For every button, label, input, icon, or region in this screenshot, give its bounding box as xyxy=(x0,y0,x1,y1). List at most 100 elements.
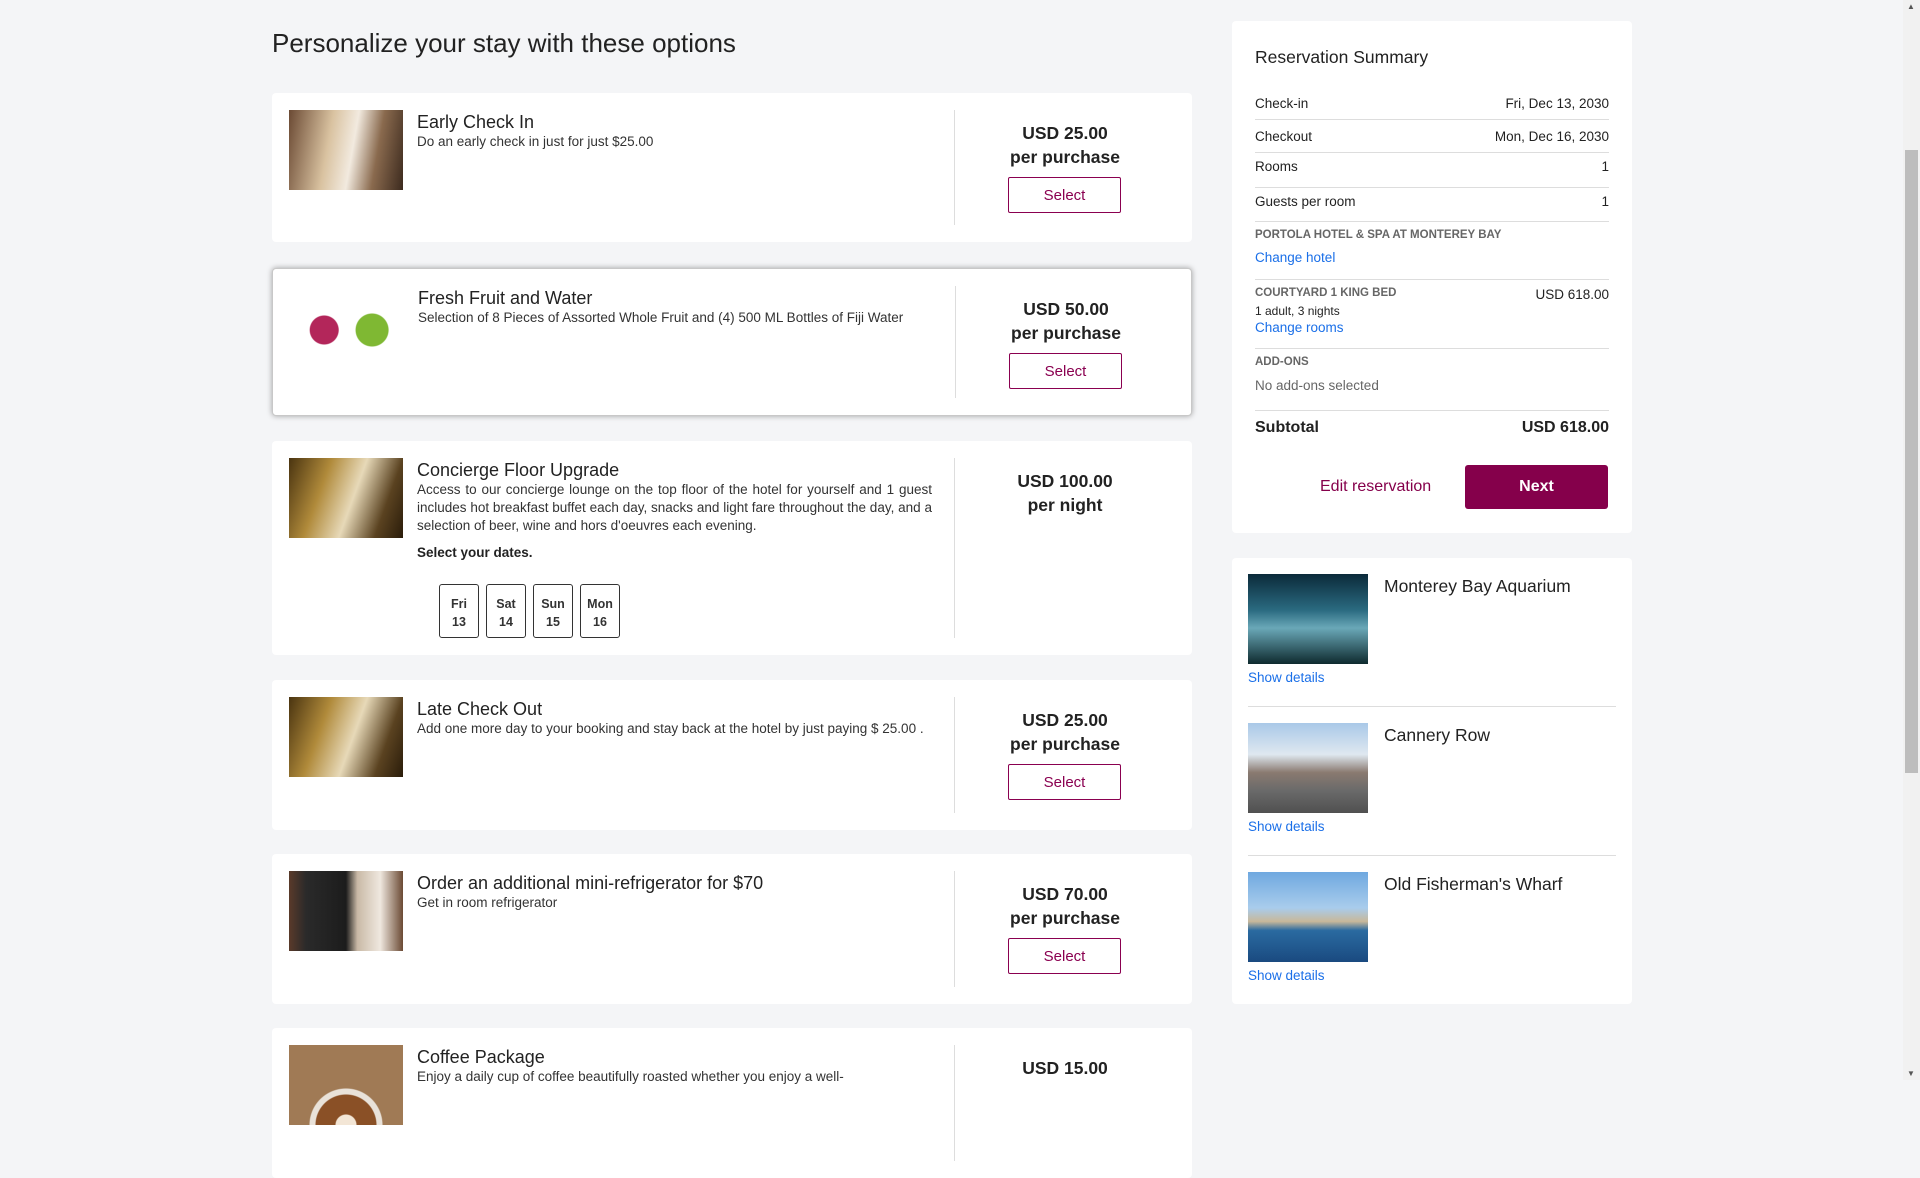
checkout-label: Checkout xyxy=(1255,129,1313,144)
mini-fridge-image xyxy=(289,871,403,951)
addon-description: Selection of 8 Pieces of Assorted Whole … xyxy=(418,310,904,325)
show-details-link[interactable]: Show details xyxy=(1248,968,1325,983)
divider xyxy=(1255,187,1609,188)
addon-price: USD 15.00 xyxy=(955,1056,1175,1080)
scroll-down-icon[interactable]: ▼ xyxy=(1907,1069,1915,1078)
select-button[interactable]: Select xyxy=(1009,353,1122,389)
addon-price: USD 50.00 per purchase xyxy=(956,297,1176,345)
addon-title: Fresh Fruit and Water xyxy=(418,288,593,308)
cannery-row-image xyxy=(1248,723,1368,813)
date-num: 16 xyxy=(593,615,607,629)
rooms-value: 1 xyxy=(1601,159,1609,174)
room-detail: 1 adult, 3 nights xyxy=(1255,304,1340,318)
select-dates-label: Select your dates. xyxy=(417,545,533,560)
date-day: Fri xyxy=(451,597,467,611)
edit-reservation-link[interactable]: Edit reservation xyxy=(1320,478,1432,495)
show-details-link[interactable]: Show details xyxy=(1248,670,1325,685)
select-button[interactable]: Select xyxy=(1008,764,1121,800)
addon-description: Enjoy a daily cup of coffee beautifully … xyxy=(417,1069,844,1084)
divider xyxy=(1248,706,1616,707)
addon-price: USD 25.00 per purchase xyxy=(955,708,1175,756)
page-title: Personalize your stay with these options xyxy=(272,28,736,58)
price-amount: USD 70.00 xyxy=(1022,884,1108,904)
price-unit: per purchase xyxy=(1010,908,1120,928)
date-num: 14 xyxy=(499,615,513,629)
scroll-up-icon[interactable]: ▲ xyxy=(1907,2,1915,11)
attraction-item: Monterey Bay Aquarium Show details xyxy=(1248,558,1618,707)
addon-title: Early Check In xyxy=(417,112,535,132)
subtotal-label: Subtotal xyxy=(1255,419,1319,436)
addon-title: Order an additional mini-refrigerator fo… xyxy=(417,873,764,893)
date-day: Sun xyxy=(541,597,565,611)
divider xyxy=(1255,152,1609,153)
next-button[interactable]: Next xyxy=(1465,465,1608,509)
attractions-panel: Monterey Bay Aquarium Show details Canne… xyxy=(1232,558,1632,1004)
attraction-name: Cannery Row xyxy=(1384,725,1491,745)
addon-card-mini-fridge: Order an additional mini-refrigerator fo… xyxy=(272,854,1192,1004)
date-fri-13[interactable]: Fri 13 xyxy=(439,584,479,638)
addon-title: Coffee Package xyxy=(417,1047,545,1067)
attraction-item: Old Fisherman's Wharf Show details xyxy=(1248,856,1618,1005)
price-amount: USD 15.00 xyxy=(1022,1058,1108,1078)
addon-price: USD 25.00 per purchase xyxy=(955,121,1175,169)
addon-description: Get in room refrigerator xyxy=(417,895,558,910)
date-picker: Fri 13 Sat 14 Sun 15 Mon 16 xyxy=(439,584,932,638)
room-type: COURTYARD 1 KING BED xyxy=(1255,287,1397,299)
date-sun-15[interactable]: Sun 15 xyxy=(533,584,573,638)
date-day: Mon xyxy=(587,597,613,611)
concierge-image xyxy=(289,458,403,538)
divider xyxy=(1255,279,1609,280)
price-amount: USD 25.00 xyxy=(1022,710,1108,730)
attraction-name: Monterey Bay Aquarium xyxy=(1384,576,1571,596)
addons-label: ADD-ONS xyxy=(1255,356,1309,368)
addons-value: No add-ons selected xyxy=(1255,378,1379,393)
divider xyxy=(1255,410,1609,411)
guests-value: 1 xyxy=(1601,194,1609,209)
divider xyxy=(954,871,955,987)
date-sat-14[interactable]: Sat 14 xyxy=(486,584,526,638)
divider xyxy=(954,697,955,813)
date-mon-16[interactable]: Mon 16 xyxy=(580,584,620,638)
select-button[interactable]: Select xyxy=(1008,177,1121,213)
price-unit: per purchase xyxy=(1011,323,1121,343)
addon-description: Access to our concierge lounge on the to… xyxy=(417,482,932,533)
coffee-image xyxy=(289,1045,403,1125)
fresh-fruit-image xyxy=(290,286,404,366)
date-day: Sat xyxy=(496,597,516,611)
scrollbar-thumb[interactable] xyxy=(1905,150,1918,773)
hotel-name: PORTOLA HOTEL & SPA AT MONTEREY BAY xyxy=(1255,229,1502,241)
late-check-out-image xyxy=(289,697,403,777)
price-amount: USD 25.00 xyxy=(1022,123,1108,143)
checkin-label: Check-in xyxy=(1255,96,1309,111)
early-check-in-image xyxy=(289,110,403,190)
attraction-item: Cannery Row Show details xyxy=(1248,707,1618,856)
subtotal-value: USD 618.00 xyxy=(1521,419,1609,436)
addon-price: USD 70.00 per purchase xyxy=(955,882,1175,930)
scrollbar[interactable]: ▲ ▼ xyxy=(1903,0,1920,1080)
change-hotel-link[interactable]: Change hotel xyxy=(1255,250,1336,265)
addon-card-early-check-in: Early Check In Do an early check in just… xyxy=(272,93,1192,242)
addon-card-late-check-out: Late Check Out Add one more day to your … xyxy=(272,680,1192,830)
date-num: 15 xyxy=(546,615,560,629)
attraction-name: Old Fisherman's Wharf xyxy=(1384,874,1563,894)
divider xyxy=(1248,855,1616,856)
change-rooms-link[interactable]: Change rooms xyxy=(1255,320,1344,335)
date-num: 13 xyxy=(452,615,466,629)
addon-description: Add one more day to your booking and sta… xyxy=(417,721,924,736)
addon-title: Concierge Floor Upgrade xyxy=(417,460,620,480)
addon-title: Late Check Out xyxy=(417,699,543,719)
price-unit: per purchase xyxy=(1010,147,1120,167)
select-button[interactable]: Select xyxy=(1008,938,1121,974)
addon-price: USD 100.00 per night xyxy=(955,469,1175,517)
room-price: USD 618.00 xyxy=(1535,287,1609,302)
addon-card-concierge-floor: Concierge Floor Upgrade Access to our co… xyxy=(272,441,1192,655)
divider xyxy=(954,110,955,225)
monterey-bay-aquarium-image xyxy=(1248,574,1368,664)
price-unit: per purchase xyxy=(1010,734,1120,754)
guests-label: Guests per room xyxy=(1255,194,1356,209)
divider xyxy=(1255,348,1609,349)
price-amount: USD 50.00 xyxy=(1023,299,1109,319)
price-unit: per night xyxy=(1027,495,1103,515)
old-fishermans-wharf-image xyxy=(1248,872,1368,962)
show-details-link[interactable]: Show details xyxy=(1248,819,1325,834)
